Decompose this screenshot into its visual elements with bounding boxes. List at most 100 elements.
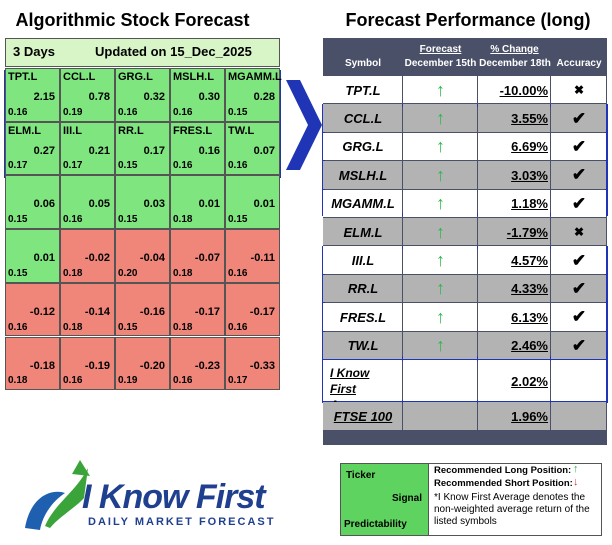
table-cell <box>323 104 402 132</box>
row-change: 2.46% <box>511 338 548 354</box>
cell-signal: -0.02 <box>84 252 110 265</box>
cell-symbol: ELM.L <box>8 124 41 137</box>
cell-signal: 0.17 <box>143 144 165 157</box>
row-accuracy: ✖ <box>573 225 585 240</box>
cell-predictability: 0.18 <box>63 267 83 279</box>
table-cell <box>403 76 477 104</box>
cell-signal: -0.33 <box>249 359 275 372</box>
table-cell <box>323 76 402 104</box>
cell-symbol: RR.L <box>118 124 144 137</box>
row-symbol: TPT.L <box>345 82 381 98</box>
row-symbol: GRG.L <box>342 139 384 155</box>
forecast-arrow: ↑ <box>436 108 445 129</box>
table-cell <box>551 104 606 132</box>
cell-predictability: 0.17 <box>63 160 83 172</box>
cell-signal: -0.20 <box>139 359 165 372</box>
grid-cell <box>115 121 170 176</box>
table-cell <box>478 246 550 274</box>
row-accuracy: ✔ <box>571 278 587 298</box>
cell-signal: -0.11 <box>250 252 275 265</box>
cell-signal: 0.16 <box>198 144 220 157</box>
cell-predictability: 0.16 <box>63 214 83 226</box>
grid-cell <box>170 229 225 283</box>
cell-predictability: 0.15 <box>118 214 138 226</box>
grid-cell <box>115 336 170 391</box>
legend-predictability: Predictability <box>344 519 407 530</box>
cell-signal: 0.28 <box>253 91 275 103</box>
cell-signal: 0.01 <box>33 252 55 265</box>
table-cell <box>551 246 606 274</box>
header-forecast-date: December 15th <box>404 58 477 69</box>
table-cell <box>551 303 606 331</box>
updated: Updated on 15_Dec_2025 <box>95 44 252 59</box>
grid-cell <box>170 336 225 391</box>
arrow <box>286 80 322 170</box>
forecast-arrow: ↑ <box>436 335 445 356</box>
logo-name: I Know First <box>82 478 266 516</box>
row-accuracy: ✔ <box>571 136 587 156</box>
header-accuracy: Accuracy <box>556 58 602 69</box>
grid-cell <box>225 175 280 230</box>
row-accuracy: ✔ <box>571 335 587 355</box>
header-change-date: December 18th <box>479 58 551 69</box>
row-change: 4.57% <box>511 253 548 269</box>
row-change: 3.03% <box>511 167 548 183</box>
grid-cell <box>225 229 280 283</box>
legend-note: *I Know First Average denotes the non-we… <box>434 492 590 527</box>
grid-cell <box>170 121 225 176</box>
grid-cell <box>170 282 225 337</box>
cell-predictability: 0.18 <box>173 214 193 226</box>
grid-cell <box>60 229 115 283</box>
cell-predictability: 0.18 <box>173 267 193 279</box>
table-cell <box>478 161 550 189</box>
row-symbol: CCL.L <box>343 111 383 127</box>
table-cell <box>403 218 477 246</box>
cell-signal: 0.30 <box>198 91 220 103</box>
legend-long: Recommended Long Position: <box>434 465 572 476</box>
table-cell <box>323 161 402 189</box>
table-cell <box>551 161 606 189</box>
grid-cell <box>60 68 115 122</box>
cell-predictability: 0.15 <box>118 160 138 172</box>
cell-signal: -0.17 <box>194 305 220 318</box>
cell-signal: -0.14 <box>84 305 110 318</box>
row-change: 1.18% <box>511 196 548 212</box>
grid-cell <box>225 68 280 122</box>
table-cell <box>478 76 550 104</box>
cell-predictability: 0.16 <box>8 321 28 333</box>
cell-predictability: 0.19 <box>118 375 138 387</box>
cell-predictability: 0.16 <box>118 106 138 118</box>
cell-symbol: CCL.L <box>63 71 96 83</box>
table-cell <box>551 189 606 217</box>
row-accuracy: ✔ <box>571 108 587 128</box>
table-cell <box>323 303 402 331</box>
cell-symbol: TPT.L <box>8 71 38 83</box>
cell-signal: -0.17 <box>249 305 275 318</box>
row-symbol: MSLH.L <box>338 167 388 183</box>
cell-signal: 0.05 <box>88 198 110 211</box>
table-cell <box>403 104 477 132</box>
legend-short: Recommended Short Position: <box>434 478 573 489</box>
grid-cell <box>115 282 170 337</box>
cell-signal: -0.07 <box>194 252 220 265</box>
long-arrow: ↑ <box>573 463 579 475</box>
cell-predictability: 0.16 <box>228 321 248 333</box>
forecast-arrow: ↑ <box>436 136 445 157</box>
cell-predictability: 0.15 <box>228 214 248 226</box>
forecast-arrow: ↑ <box>436 221 445 242</box>
table-cell <box>551 274 606 303</box>
table-cell <box>478 132 550 161</box>
forecast-arrow: ↑ <box>436 306 445 327</box>
row-accuracy: ✖ <box>573 83 585 98</box>
table-cell <box>323 246 402 274</box>
table-cell <box>551 218 606 246</box>
grid-cell <box>60 121 115 176</box>
cell-predictability: 0.16 <box>173 106 193 118</box>
table-cell <box>478 402 550 430</box>
cell-signal: -0.23 <box>194 359 220 372</box>
cell-predictability: 0.18 <box>173 321 193 333</box>
cell-signal: 0.06 <box>33 198 55 211</box>
table-cell <box>323 132 402 161</box>
cell-signal: -0.04 <box>139 252 165 265</box>
grid-cell <box>115 175 170 230</box>
